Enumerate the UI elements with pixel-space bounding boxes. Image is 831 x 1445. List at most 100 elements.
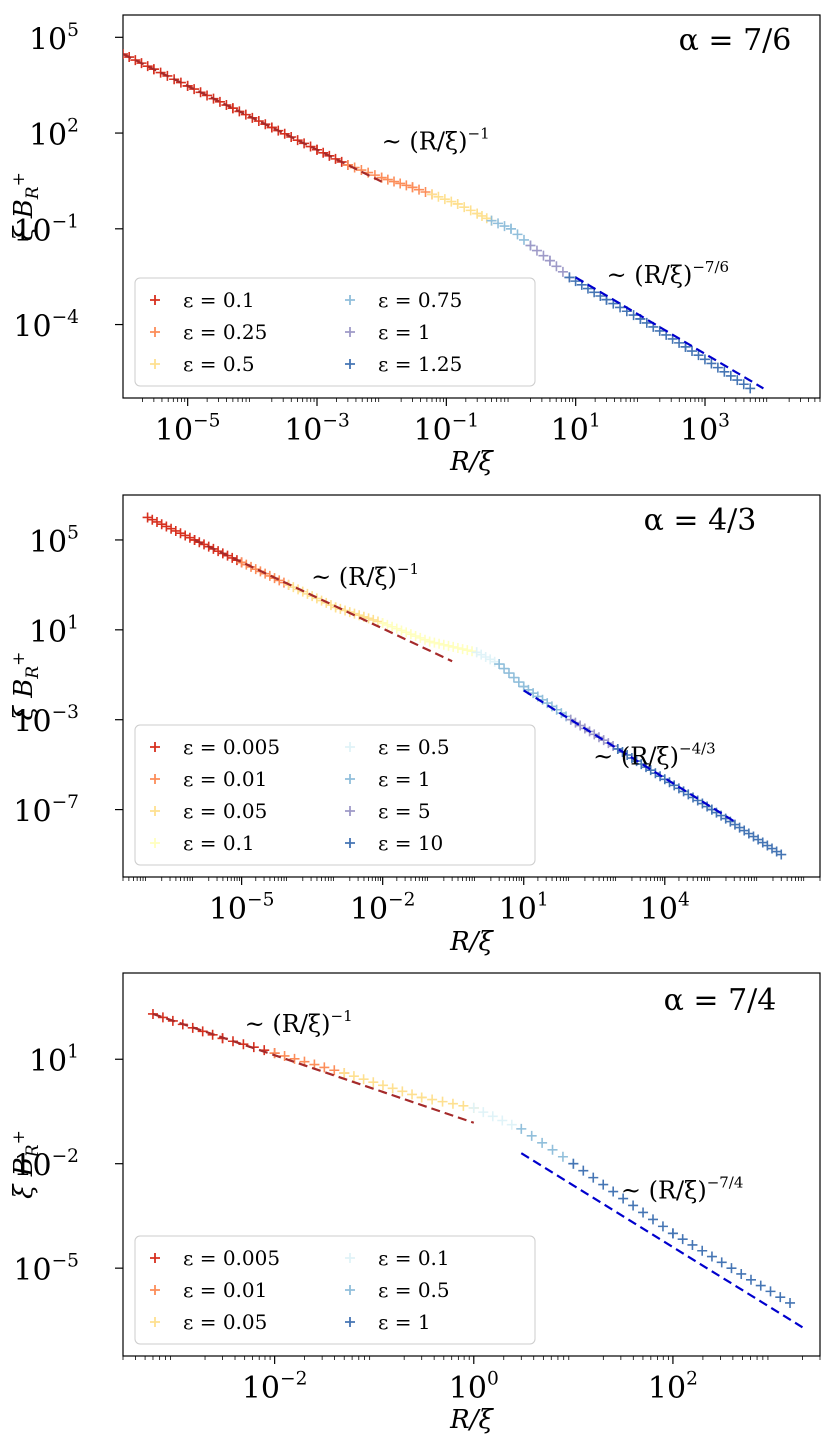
data-area (147, 1008, 804, 1329)
y-tick-label: 105 (29, 20, 79, 58)
x-axis-label: R/ξ (449, 447, 494, 477)
data-point (240, 109, 251, 120)
data-point (568, 1158, 579, 1169)
data-area (123, 48, 764, 394)
legend-label: ε = 0.01 (183, 1278, 267, 1302)
data-point (438, 639, 449, 650)
data-point (472, 208, 483, 219)
data-point (487, 1111, 498, 1122)
data-point (719, 366, 730, 377)
data-point (155, 67, 166, 78)
x-tick-label: 102 (648, 1369, 698, 1407)
legend-label: ε = 10 (378, 831, 443, 855)
alpha-label: α = 4/3 (644, 503, 757, 538)
data-point (467, 646, 478, 657)
data-point (448, 641, 459, 652)
data-point (443, 640, 454, 651)
legend-marker (345, 806, 355, 816)
data-point (382, 619, 393, 630)
data-point (725, 370, 736, 381)
x-tick-label: 10−5 (209, 890, 275, 928)
fit-line-1 (152, 1012, 475, 1124)
legend-label: ε = 1.25 (378, 352, 462, 376)
y-tick-label: 105 (29, 522, 79, 560)
data-point (397, 1086, 408, 1097)
data-point (389, 176, 400, 187)
data-point (452, 198, 463, 209)
data-point (465, 205, 476, 216)
data-point (716, 1257, 727, 1268)
data-point (699, 354, 710, 365)
legend: ε = 0.005 ε = 0.01 ε = 0.05 ε = 0.1 ε = 0.5 ε… (134, 1235, 536, 1345)
data-point (544, 255, 555, 266)
data-point (486, 215, 497, 226)
data-point (419, 634, 430, 645)
legend-item: ε = 1 (345, 767, 431, 791)
data-point (776, 849, 787, 860)
legend-label: ε = 1 (378, 1310, 431, 1334)
data-point (142, 61, 153, 72)
data-point (175, 528, 186, 539)
legend-marker (150, 838, 160, 848)
data-point (489, 656, 500, 667)
x-tick-label: 103 (680, 411, 730, 449)
data-point (348, 1071, 359, 1082)
legend-marker (150, 806, 160, 816)
data-point (236, 557, 247, 568)
data-point (506, 223, 517, 234)
legend-label: ε = 0.005 (183, 735, 280, 759)
y-tick-label: 10−5 (13, 1251, 79, 1289)
series-5 (516, 1123, 579, 1169)
data-point (526, 1130, 537, 1141)
data-point (391, 623, 402, 634)
data-point (706, 1251, 717, 1262)
y-tick-label: 101 (29, 1042, 79, 1080)
data-point (755, 1280, 766, 1291)
legend-item: ε = 0.5 (345, 735, 450, 759)
y-axis-label: ξ BR+ (9, 652, 43, 721)
data-point (266, 122, 277, 133)
data-point (468, 1102, 479, 1113)
data-point (598, 1179, 609, 1190)
data-point (516, 1123, 527, 1134)
data-point (476, 649, 487, 660)
x-tick-label: 10−3 (284, 411, 350, 449)
data-point (503, 668, 514, 679)
data-point (641, 317, 652, 328)
scaling-annotation-2: ~ (R/ξ)−7/4 (621, 1174, 744, 1205)
legend-marker (150, 1317, 160, 1327)
data-point (437, 1096, 448, 1107)
plot-frame (122, 494, 821, 878)
chart-panel-2: 10−5 10−2 101 104 10−7 10−3 101 105 R/ξ ξ BR+ ~ (R… (9, 494, 821, 957)
legend-label: ε = 0.05 (183, 799, 267, 823)
data-point (319, 1062, 330, 1073)
series-5 (525, 240, 575, 283)
data-point (736, 1268, 747, 1279)
legend-item: ε = 0.005 (150, 1246, 280, 1270)
data-point (775, 1292, 786, 1303)
chart-panel-1: 10−5 10−3 10−1 101 103 10−4 10−1 102 105 R/ξ ξ BR+… (9, 14, 821, 477)
data-point (416, 1092, 427, 1103)
scaling-annotation-1: ~ (R/ξ)−1 (311, 560, 419, 591)
data-point (667, 1228, 678, 1239)
data-point (462, 645, 473, 656)
data-point (654, 325, 665, 336)
data-point (494, 659, 505, 670)
data-point (429, 637, 440, 648)
data-point (289, 1053, 300, 1064)
data-point (396, 625, 407, 636)
data-point (329, 1065, 340, 1076)
legend-item: ε = 0.01 (150, 1278, 267, 1302)
series-1 (123, 48, 353, 170)
legend-item: ε = 1.25 (345, 352, 462, 376)
legend-label: ε = 0.05 (183, 1310, 267, 1334)
data-point (189, 84, 200, 95)
legend-label: ε = 0.1 (183, 288, 255, 312)
data-point (414, 184, 425, 195)
data-point (447, 1098, 458, 1109)
fit-line-1 (194, 538, 453, 663)
data-point (508, 672, 519, 683)
data-point (518, 234, 529, 245)
data-point (356, 165, 367, 176)
